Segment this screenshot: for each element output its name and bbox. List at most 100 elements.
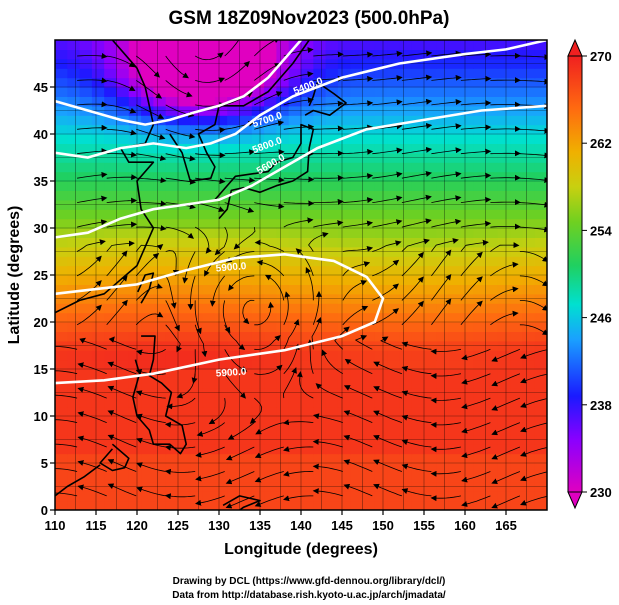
field-cell xyxy=(497,322,511,332)
field-cell xyxy=(202,218,216,229)
field-cell xyxy=(214,171,228,182)
field-cell xyxy=(485,425,499,436)
field-cell xyxy=(362,115,376,126)
field-cell xyxy=(128,40,142,50)
field-cell xyxy=(399,181,413,191)
field-cell xyxy=(178,218,191,229)
field-cell xyxy=(67,40,81,50)
field-cell xyxy=(424,68,437,79)
field-cell xyxy=(264,265,277,276)
streamline xyxy=(283,343,300,374)
field-cell xyxy=(448,171,462,182)
field-cell xyxy=(362,68,376,79)
field-cell xyxy=(510,322,523,332)
field-cell xyxy=(313,181,327,191)
field-cell xyxy=(178,378,191,389)
field-cell xyxy=(227,87,241,97)
field-cell xyxy=(534,500,547,510)
field-cell xyxy=(67,209,81,220)
field-cell xyxy=(460,190,474,201)
field-cell xyxy=(202,453,216,464)
field-cell xyxy=(153,359,167,370)
field-cell xyxy=(165,237,179,248)
field-cell xyxy=(313,350,327,361)
field-cell xyxy=(522,359,536,370)
contour-label: 5900.0 xyxy=(215,367,247,380)
field-cell xyxy=(497,143,511,154)
field-cell xyxy=(79,359,93,370)
streamline xyxy=(106,104,137,114)
field-cell xyxy=(337,453,351,464)
field-cell xyxy=(91,491,105,502)
field-cell xyxy=(448,350,462,361)
field-cell xyxy=(387,134,400,144)
field-cell xyxy=(251,284,265,295)
field-cell xyxy=(288,416,302,426)
field-cell xyxy=(460,331,474,342)
field-cell xyxy=(141,312,154,323)
field-cell xyxy=(91,369,105,379)
field-cell xyxy=(239,124,253,135)
field-cell xyxy=(301,500,314,510)
field-cell xyxy=(337,58,351,69)
field-cell xyxy=(350,397,364,408)
field-cell xyxy=(55,303,68,314)
field-cell xyxy=(473,218,487,229)
field-cell xyxy=(227,115,241,126)
field-cell xyxy=(485,303,499,314)
field-cell xyxy=(104,416,118,426)
field-cell xyxy=(91,500,105,510)
field-cell xyxy=(436,359,450,370)
field-cell xyxy=(128,378,142,389)
field-cell xyxy=(534,453,547,464)
field-cell xyxy=(288,181,302,191)
field-cell xyxy=(55,77,68,88)
field-cell xyxy=(128,463,142,473)
field-cell xyxy=(276,58,290,69)
field-cell xyxy=(485,453,499,464)
field-cell xyxy=(202,472,216,483)
field-cell xyxy=(522,209,536,220)
field-cell xyxy=(190,49,204,60)
field-cell xyxy=(522,49,536,60)
streamline xyxy=(460,239,489,252)
field-cell xyxy=(510,416,523,426)
field-cell xyxy=(411,237,425,248)
field-cell xyxy=(178,303,191,314)
field-cell xyxy=(153,416,167,426)
field-cell xyxy=(534,275,547,285)
field-cell xyxy=(374,115,388,126)
field-cell xyxy=(276,378,290,389)
field-cell xyxy=(374,463,388,473)
field-cell xyxy=(424,87,437,97)
field-cell xyxy=(165,406,179,417)
field-cell xyxy=(485,68,499,79)
field-cell xyxy=(91,397,105,408)
field-cell xyxy=(104,369,118,379)
field-cell xyxy=(128,96,142,107)
streamline xyxy=(520,349,547,359)
x-tick-label: 130 xyxy=(208,518,230,533)
field-cell xyxy=(387,284,400,295)
field-cell xyxy=(337,228,351,238)
field-cell xyxy=(251,96,265,107)
field-cell xyxy=(67,87,81,97)
field-cell xyxy=(337,87,351,97)
streamline xyxy=(283,200,315,207)
field-cell xyxy=(460,378,474,389)
streamline xyxy=(191,349,198,384)
field-cell xyxy=(264,105,277,116)
field-cell xyxy=(350,134,364,144)
field-cell xyxy=(497,453,511,464)
field-cell xyxy=(313,303,327,314)
field-cell xyxy=(510,425,523,436)
field-cell xyxy=(239,472,253,483)
field-cell xyxy=(227,124,241,135)
field-cell xyxy=(485,397,499,408)
streamline xyxy=(372,195,403,203)
streamline xyxy=(165,324,182,353)
field-cell xyxy=(485,444,499,455)
field-cell xyxy=(141,500,154,510)
field-cell xyxy=(411,425,425,436)
field-cell xyxy=(362,397,376,408)
